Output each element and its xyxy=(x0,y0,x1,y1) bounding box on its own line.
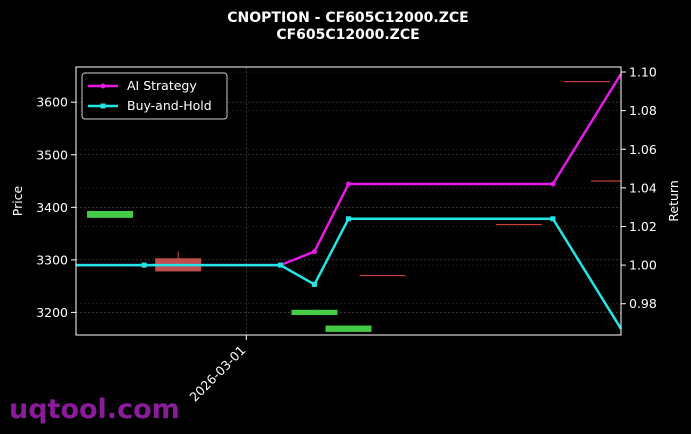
series-point-buy-and-hold xyxy=(311,281,317,287)
series-point-ai-strategy xyxy=(311,249,317,255)
y-right-tick-label: 0.98 xyxy=(629,296,657,311)
y-right-tick-label: 1.10 xyxy=(629,65,657,80)
candle-body xyxy=(325,325,372,332)
candles xyxy=(87,81,621,332)
legend: AI Strategy Buy-and-Hold xyxy=(81,72,228,120)
x-tick-label: 2026-03-01 xyxy=(186,343,248,405)
candle-body xyxy=(291,309,338,316)
candle-body xyxy=(563,81,610,83)
chart-subtitle: CF605C12000.ZCE xyxy=(276,27,419,43)
plot-area-frame xyxy=(75,66,622,336)
series-point-ai-strategy xyxy=(550,181,556,187)
legend-marker-buy-and-hold xyxy=(100,103,106,109)
y-right-tick-label: 1.06 xyxy=(629,142,657,157)
series-point-buy-and-hold xyxy=(550,216,556,222)
candle-body xyxy=(359,275,406,277)
y-right-tick-label: 1.04 xyxy=(629,180,657,195)
series-lines xyxy=(76,73,623,330)
candle-body xyxy=(591,180,621,182)
series-point-buy-and-hold xyxy=(277,262,283,268)
y-left-tick-label: 3200 xyxy=(36,305,68,320)
legend-label-ai-strategy: AI Strategy xyxy=(127,78,197,93)
y-axis-right-label: Return xyxy=(666,180,681,221)
y-left-tick-label: 3400 xyxy=(36,200,68,215)
grid-lines xyxy=(76,67,621,335)
series-point-buy-and-hold xyxy=(346,216,351,222)
y-axis-left-label: Price xyxy=(10,185,25,216)
y-right-tick-label: 1.00 xyxy=(629,258,657,273)
chart-title: CNOPTION - CF605C12000.ZCE xyxy=(227,10,468,26)
series-point-buy-and-hold xyxy=(141,262,147,268)
series-point-ai-strategy xyxy=(346,181,351,187)
y-right-tick-label: 1.08 xyxy=(629,103,657,118)
y-left-tick-label: 3600 xyxy=(36,95,68,110)
legend-label-buy-and-hold: Buy-and-Hold xyxy=(127,98,212,113)
y-left-tick-label: 3500 xyxy=(36,147,68,162)
candle-body xyxy=(495,224,542,226)
y-right-tick-label: 1.02 xyxy=(629,219,657,234)
legend-box xyxy=(81,72,228,120)
legend-marker-ai-strategy xyxy=(100,83,106,89)
y-left-tick-label: 3300 xyxy=(36,252,68,267)
candle-body xyxy=(87,210,134,218)
watermark: uqtool.com xyxy=(9,394,180,425)
